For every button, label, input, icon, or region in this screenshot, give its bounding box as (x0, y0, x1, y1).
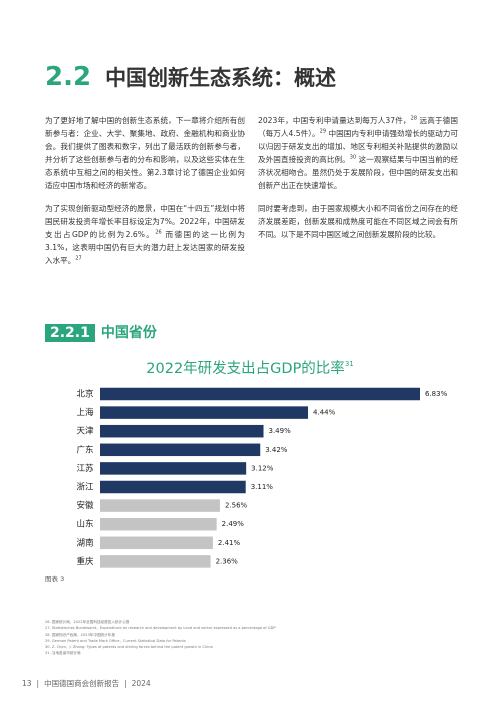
text-run: 而德国的这一比例为3.1%，这表明中国仍有巨大的潜力赶上发达国家的研发投入水平。 (45, 230, 245, 265)
value-label: 4.44% (313, 409, 336, 417)
page-number: 13 (22, 679, 32, 688)
bar (100, 536, 213, 550)
footnote-ref: 29 (319, 128, 327, 135)
chart-title-note: 31 (345, 360, 354, 368)
value-label: 3.49% (269, 427, 292, 435)
footnote: 27. Statistisches Bundesamt，Expenditure … (45, 626, 276, 631)
chart-title-text: 2022年研发支出占GDP的比率 (146, 360, 345, 377)
value-label: 3.11% (251, 483, 274, 491)
footer: 13 | 中国德国商会创新报告 | 2024 (22, 678, 156, 689)
paragraph: 2023年，中国专利申请量达到每万人37件，28 远高于德国（每万人4.5件）。… (258, 114, 458, 192)
footnote: 26. 国家统计局，2022年全国科技经费投入统计公报 (45, 620, 130, 624)
bar (100, 555, 211, 568)
text-run: 2023年，中国专利申请量达到每万人37件， (258, 116, 411, 125)
bar (100, 443, 261, 457)
footer-year: 2024 (131, 679, 151, 688)
footnote-ref: 27 (75, 255, 82, 262)
bar (100, 499, 220, 512)
value-label: 6.83% (425, 390, 448, 398)
footnote-ref: 26 (155, 229, 162, 236)
footnotes: 26. 国家统计局，2022年全国科技经费投入统计公报 27. Statistis… (45, 619, 445, 657)
category-label: 重庆 (76, 556, 94, 567)
bar (100, 517, 217, 531)
separator: | (36, 679, 40, 688)
category-label: 上海 (76, 407, 94, 418)
value-label: 2.49% (222, 520, 245, 528)
footer-title: 中国德国商会创新报告 (44, 679, 120, 688)
category-label: 江苏 (76, 463, 94, 474)
footnote: 30. Z. Chen，J. Zhang: Types of patents a… (45, 645, 213, 650)
section-heading: 2.2 中国创新生态系统：概述 (45, 62, 336, 92)
chart: 2022年研发支出占GDP的比率31 北京 6.83% 上海 4.44% 天津 3.49%… (76, 360, 448, 568)
category-label: 北京 (76, 389, 93, 400)
value-label: 2.41% (218, 539, 241, 547)
text-run: 中国国内专利申请强劲增长的驱动力可以归因于研发支出的增加、地区专利相关补贴提供的… (258, 129, 458, 164)
text-run: 为了实现创新驱动型经济的愿景，中国在“十四五”规划中将国民研发投资年增长率目标设… (45, 204, 245, 239)
category-label: 湖南 (76, 537, 93, 548)
bar (100, 387, 420, 401)
paragraph: 同时要考虑到，由于国家规模大小和不同省份之间存在的经济发展差距，创新发展和成熟度… (258, 202, 458, 241)
section-title: 中国创新生态系统：概述 (105, 66, 337, 90)
section-number: 2.2 (45, 62, 92, 92)
bar (100, 424, 264, 438)
subsection-number: 2.2.1 (45, 324, 95, 342)
text-run: 为了更好地了解中国的创新生态系统，下一章将介绍所有创新参与者：企业、大学、聚集地… (45, 116, 245, 190)
paragraph: 为了更好地了解中国的创新生态系统，下一章将介绍所有创新参与者：企业、大学、聚集地… (45, 114, 245, 192)
value-label: 2.56% (225, 502, 248, 510)
separator: | (124, 679, 127, 688)
category-label: 天津 (76, 426, 94, 437)
value-label: 3.12% (251, 464, 274, 472)
value-label: 2.36% (216, 557, 239, 565)
text-run: 同时要考虑到，由于国家规模大小和不同省份之间存在的经济发展差距，创新发展和成熟度… (258, 204, 458, 239)
paragraph: 为了实现创新驱动型经济的愿景，中国在“十四五”规划中将国民研发投资年增长率目标设… (45, 202, 245, 267)
footnote-ref: 30 (349, 154, 357, 161)
text-column: 为了更好地了解中国的创新生态系统，下一章将介绍所有创新参与者：企业、大学、聚集地… (45, 114, 245, 277)
footnote: 29. German Patent and Trade Mark Office，… (45, 638, 186, 643)
subsection-title: 中国省份 (100, 325, 157, 341)
chart-title: 2022年研发支出占GDP的比率31 (146, 360, 353, 377)
category-label: 广东 (76, 444, 93, 455)
footnote-ref: 28 (410, 115, 418, 122)
bar (100, 462, 247, 475)
category-label: 安徽 (76, 500, 94, 511)
bar (100, 406, 309, 419)
text-column: 2023年，中国专利申请量达到每万人37件，28 远高于德国（每万人4.5件）。… (258, 114, 458, 251)
value-label: 3.42% (265, 446, 288, 454)
subsection-heading: 2.2.1 中国省份 (45, 322, 157, 342)
text-run: 远高于德国（每万人4.5件）。 (258, 116, 458, 138)
footnote: 31. 当地各省市统计局 (45, 651, 81, 656)
text-run: 这一观察结果与中国当前的经济状况相吻合。虽然仍处于发展阶段，但中国的研发支出和创… (258, 155, 458, 190)
bar (100, 480, 246, 494)
figure-label: 图表 3 (45, 575, 65, 583)
footnote: 28. 国家知识产权局，2023年中国统计年报 (45, 632, 115, 637)
category-label: 山东 (76, 519, 93, 530)
category-label: 浙江 (76, 482, 94, 493)
